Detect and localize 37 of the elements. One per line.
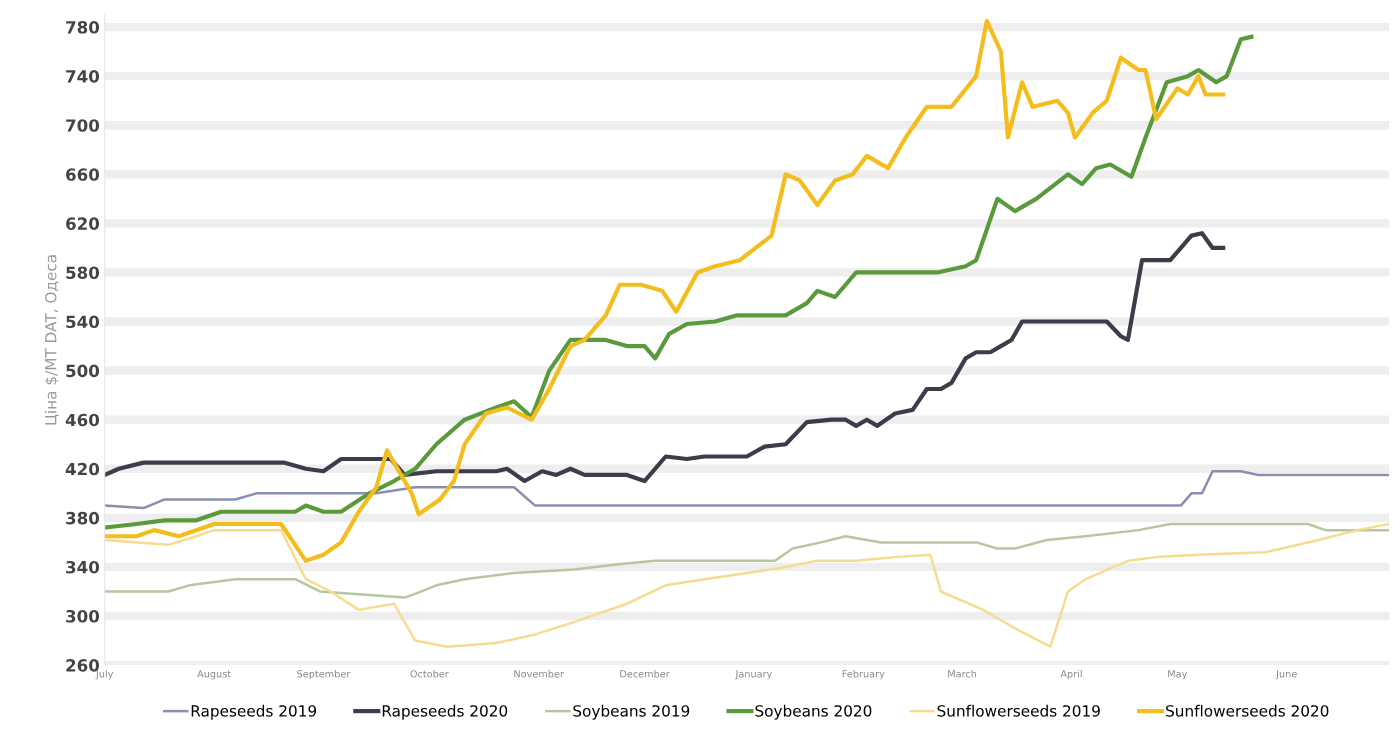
y-tick-label: 580 (66, 266, 100, 280)
legend-label: Soybeans 2019 (573, 704, 690, 720)
legend-label: Soybeans 2020 (755, 704, 872, 720)
y-tick-label: 620 (66, 217, 100, 230)
line-series (104, 522, 1390, 599)
line-series (104, 522, 1390, 648)
x-tick-label: June (1275, 670, 1297, 680)
legend-label: Sunflowerseeds 2020 (1166, 704, 1329, 717)
y-tick-label: 780 (66, 21, 100, 34)
y-tick-label: 740 (66, 70, 100, 83)
y-tick-label: 340 (66, 560, 100, 574)
x-tick-label: April (1060, 669, 1082, 680)
y-axis-title: Ціна $/MT DAT, Одеса (44, 255, 59, 425)
x-tick-label: February (842, 669, 885, 680)
y-tick-label: 700 (66, 119, 100, 132)
y-tick-label: 540 (66, 315, 100, 329)
legend-label: Sunflowerseeds 2019 (937, 704, 1100, 717)
x-tick-label: December (620, 669, 670, 678)
legend-label: Rapeseeds 2019 (191, 704, 317, 720)
x-tick-label: March (948, 669, 977, 678)
x-tick-label: October (410, 669, 449, 678)
x-tick-label: January (734, 670, 773, 680)
x-tick-label: July (95, 669, 114, 680)
x-tick-label: August (197, 670, 231, 680)
y-tick-label: 300 (66, 609, 100, 623)
y-tick-label: 380 (66, 511, 100, 525)
x-tick-label: November (514, 669, 564, 678)
y-tick-label: 460 (65, 413, 100, 427)
line-series (104, 231, 1226, 484)
legend-label: Rapeseeds 2020 (382, 704, 508, 720)
y-tick-label: 260 (66, 659, 100, 672)
x-tick-label: September (297, 669, 351, 680)
line-series (104, 469, 1390, 510)
y-tick-label: 420 (65, 462, 100, 476)
y-tick-label: 660 (66, 168, 100, 181)
y-tick-label: 500 (66, 364, 100, 378)
x-tick-label: May (1168, 670, 1188, 680)
